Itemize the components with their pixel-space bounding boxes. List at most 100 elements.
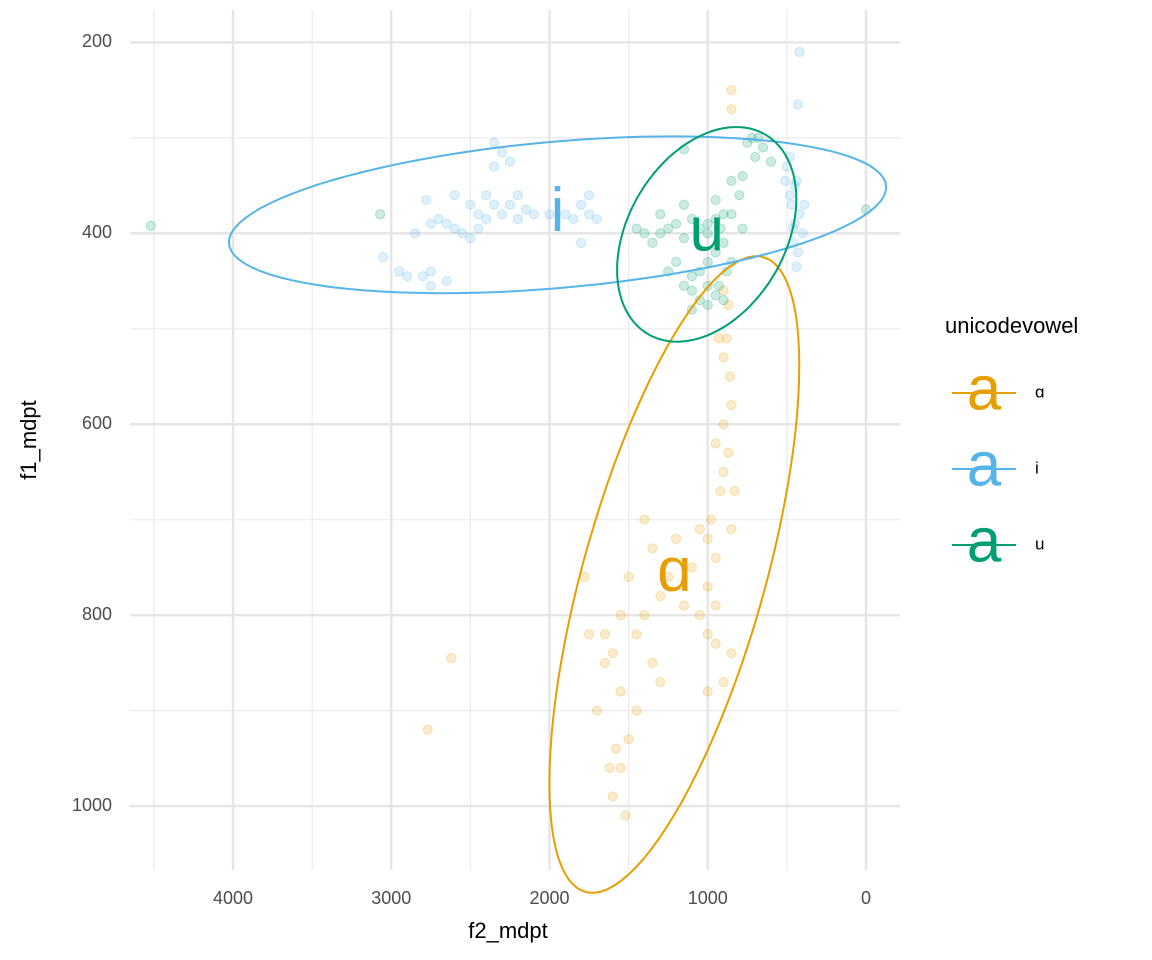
point: [623, 571, 634, 583]
point: [441, 275, 452, 287]
point: [678, 233, 690, 244]
point: [718, 237, 729, 248]
point: [663, 571, 674, 583]
point: [446, 653, 457, 664]
point: [504, 156, 516, 167]
point: [481, 190, 492, 201]
point: [496, 209, 508, 220]
point: [670, 256, 682, 268]
point: [599, 657, 610, 668]
point: [710, 194, 721, 206]
point: [607, 648, 618, 659]
point: [663, 223, 674, 234]
point: [425, 218, 436, 229]
point: [481, 213, 492, 225]
point: [655, 676, 666, 688]
point: [710, 638, 721, 649]
point: [726, 104, 737, 115]
point: [670, 218, 682, 229]
point: [726, 209, 737, 220]
point: [496, 147, 508, 158]
ellipse: [616, 126, 798, 343]
point: [639, 610, 650, 621]
point: [583, 209, 595, 220]
point: [528, 209, 539, 220]
legend-key-glyph: a: [967, 430, 1002, 499]
point: [465, 233, 476, 244]
point: [655, 228, 666, 239]
point: [631, 705, 642, 716]
point: [441, 218, 452, 229]
point: [737, 223, 748, 234]
point: [655, 590, 666, 602]
legend-label: ɑ: [1035, 382, 1044, 401]
point: [710, 247, 721, 258]
x-axis-title: f2_mdpt: [468, 918, 548, 943]
vowel-label: ɑ: [657, 536, 691, 605]
point: [791, 261, 802, 272]
point: [729, 485, 740, 497]
point: [639, 514, 650, 525]
point: [718, 466, 729, 478]
point: [623, 734, 634, 745]
overlays: ɑ i u: [227, 126, 888, 894]
point: [457, 228, 468, 239]
point: [715, 485, 726, 497]
point: [694, 610, 705, 621]
point: [615, 686, 626, 697]
point: [615, 762, 626, 773]
point: [591, 213, 603, 225]
point: [710, 213, 721, 225]
point: [449, 223, 460, 234]
point: [409, 228, 421, 239]
legend-title: unicodevowel: [945, 313, 1078, 338]
point: [702, 533, 713, 544]
point: [799, 199, 810, 210]
point: [420, 194, 432, 206]
point: [792, 99, 804, 110]
point: [378, 252, 389, 263]
point: [710, 552, 721, 563]
point: [715, 223, 726, 234]
point: [591, 705, 603, 716]
point: [568, 213, 579, 225]
point: [631, 629, 642, 640]
point: [792, 247, 804, 258]
point: [718, 419, 729, 430]
point: [710, 600, 721, 611]
point: [425, 266, 436, 277]
point: [718, 295, 729, 306]
point: [686, 213, 698, 225]
point: [734, 190, 745, 201]
point: [710, 290, 721, 301]
point: [647, 237, 658, 248]
point: [449, 190, 460, 201]
x-tick-label: 0: [861, 888, 871, 908]
point: [512, 190, 523, 201]
point: [473, 223, 484, 234]
point: [758, 142, 769, 153]
x-tick-label: 4000: [213, 888, 253, 908]
point: [394, 266, 405, 277]
ellipse: [227, 135, 888, 295]
point: [520, 204, 531, 215]
point: [786, 199, 797, 210]
point: [718, 285, 729, 296]
point: [604, 762, 615, 773]
x-tick-label: 1000: [688, 888, 728, 908]
point: [686, 562, 698, 573]
ellipse: [548, 255, 801, 894]
point: [726, 175, 737, 186]
point: [417, 271, 429, 282]
point: [794, 46, 805, 58]
point: [713, 280, 724, 291]
point: [489, 137, 500, 148]
point: [721, 333, 732, 344]
point: [607, 791, 618, 802]
vowel-label: u: [689, 196, 723, 265]
x-tick-label: 2000: [529, 888, 569, 908]
grid: [130, 10, 900, 870]
point: [686, 271, 698, 282]
